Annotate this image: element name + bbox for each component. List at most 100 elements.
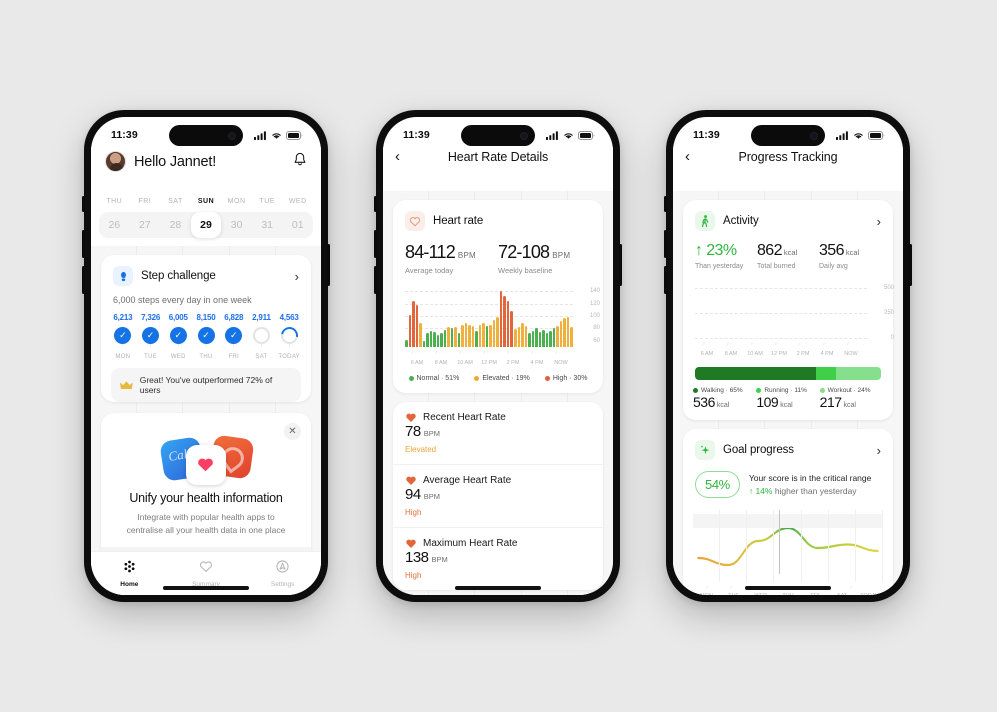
goal-progress-card[interactable]: Goal progress › 54% Your score is in the… [683, 429, 893, 595]
chevron-right-icon[interactable]: › [876, 213, 881, 229]
step-check-icon: ✓ [169, 327, 187, 344]
volume-down-button[interactable] [82, 266, 85, 294]
step-challenge-card[interactable]: Step challenge › 6,000 steps every day i… [101, 255, 311, 402]
tab-home-label: Home [120, 580, 139, 588]
date-number[interactable]: 30 [230, 219, 243, 231]
mute-switch[interactable] [374, 196, 377, 212]
chevron-right-icon[interactable]: › [876, 442, 881, 458]
x-tick-mark: ı [850, 585, 852, 591]
activity-stat-label: Daily avg [819, 263, 848, 270]
power-button[interactable] [909, 244, 912, 286]
status-bar: 11:39 [673, 117, 903, 147]
breakdown-label-row: Workout · 24% [819, 387, 883, 394]
chart-bar [552, 328, 556, 347]
chart-bars [695, 282, 867, 338]
legend-dot [693, 388, 698, 393]
chart-bar [419, 323, 422, 347]
tick-mark: ı [149, 343, 152, 349]
close-icon[interactable]: ✕ [284, 423, 301, 440]
chart-bar [499, 290, 503, 347]
bell-icon[interactable] [293, 152, 307, 172]
step-day[interactable]: 6,828 ✓ ı FRI [220, 313, 248, 360]
step-day[interactable]: 8,150 ✓ ı THU [192, 313, 220, 360]
date-number[interactable]: 26 [108, 219, 121, 231]
chevron-right-icon[interactable]: › [294, 268, 299, 284]
x-tick-label: 8 AM [724, 351, 738, 357]
step-card-subtitle: 6,000 steps every day in one week [113, 295, 252, 305]
battery-icon [868, 130, 885, 140]
chevron-left-icon[interactable]: ‹ [685, 148, 690, 165]
chart-bar [521, 323, 524, 347]
date-number-selected[interactable]: 29 [190, 212, 222, 238]
goal-percent-badge: 54% [695, 471, 740, 498]
hr-item-header: Recent Heart Rate [405, 412, 591, 423]
chart-cursor[interactable] [778, 510, 780, 574]
date-day: MON [221, 191, 252, 212]
chevron-left-icon[interactable]: ‹ [395, 148, 400, 165]
step-day-label: TODAY [278, 354, 300, 360]
home-indicator[interactable] [745, 586, 831, 590]
chart-bar [478, 324, 482, 347]
date-number[interactable]: 27 [139, 219, 151, 231]
power-button[interactable] [327, 244, 330, 286]
chart-bar [538, 332, 542, 347]
volume-down-button[interactable] [664, 266, 667, 294]
activity-card[interactable]: Activity › ↑ 23% Than yesterday 862 kcal … [683, 200, 894, 420]
activity-stat-unit: kcal [845, 248, 860, 257]
x-tick-mark: ı · · [799, 341, 807, 347]
mute-switch[interactable] [82, 196, 85, 212]
chart-target-band [693, 514, 883, 528]
chart-bar [489, 324, 492, 347]
hr-list-item[interactable]: Average Heart Rate 94 BPM High [393, 464, 603, 527]
home-indicator[interactable] [163, 586, 249, 590]
chart-bar [513, 329, 517, 347]
hr-list-item[interactable]: Recent Heart Rate 78 BPM Elevated [393, 402, 603, 464]
volume-up-button[interactable] [374, 230, 377, 258]
tab-home[interactable]: Home [91, 560, 168, 588]
legend-label: High · 30% [552, 375, 588, 382]
date-number[interactable]: 31 [261, 219, 274, 231]
step-day[interactable]: 6,005 ✓ ı WED [164, 313, 192, 360]
status-icons [836, 130, 885, 140]
chart-bar [556, 325, 559, 347]
chart-bar [535, 328, 538, 347]
chart-bar [566, 317, 570, 347]
heart-rate-list-card: Recent Heart Rate 78 BPM Elevated Average… [393, 402, 603, 590]
date-day-label: THU [106, 198, 123, 205]
tab-summary[interactable]: Summary [168, 560, 245, 588]
activity-stat-value: 356 [819, 242, 845, 259]
chart-bar [542, 329, 545, 347]
date-number[interactable]: 28 [169, 219, 182, 231]
chart-x-axis: 6 AM 8 AM 10 AM 12 PM 2 PM 4 PM NOW [695, 351, 863, 357]
date-number[interactable]: 01 [291, 219, 304, 231]
breakdown-item: Running · 11% 109 kcal [756, 387, 819, 412]
legend-dot [819, 388, 825, 393]
volume-down-button[interactable] [374, 266, 377, 294]
grid-dots-icon [124, 560, 135, 572]
step-day[interactable]: 2,911 ı SAT [248, 313, 276, 360]
home-indicator[interactable] [455, 586, 541, 590]
wifi-icon [272, 132, 281, 139]
hr-list-item[interactable]: Maximum Heart Rate 138 BPM High [393, 527, 603, 590]
step-day-label: THU [199, 354, 213, 360]
chart-bar [415, 304, 419, 347]
x-tick-mark: ı · · · [507, 350, 519, 356]
date-day: THU [99, 191, 130, 212]
status-time: 11:39 [403, 129, 430, 141]
mute-switch[interactable] [664, 196, 667, 212]
volume-up-button[interactable] [82, 230, 85, 258]
tick-mark: ı [177, 343, 179, 349]
step-day-label: MON [115, 354, 131, 360]
step-day[interactable]: 4,563 ı TODAY [275, 313, 303, 360]
legend-item: Normal · 51% [408, 375, 459, 382]
date-strip[interactable]: THU FRI SAT SUN MON TUE WED 26 27 28 29 … [91, 191, 321, 246]
avatar[interactable] [105, 151, 126, 172]
step-check-icon: ✓ [142, 327, 160, 344]
x-tick-label: 10 AM [747, 351, 763, 357]
power-button[interactable] [619, 244, 622, 286]
tab-settings[interactable]: Settings [244, 559, 321, 588]
volume-up-button[interactable] [664, 230, 667, 258]
hr-item-value-row: 78 BPM [405, 423, 591, 441]
step-day[interactable]: 6,213 ✓ ı MON [109, 313, 137, 360]
step-day[interactable]: 7,326 ✓ ı TUE [137, 313, 165, 360]
